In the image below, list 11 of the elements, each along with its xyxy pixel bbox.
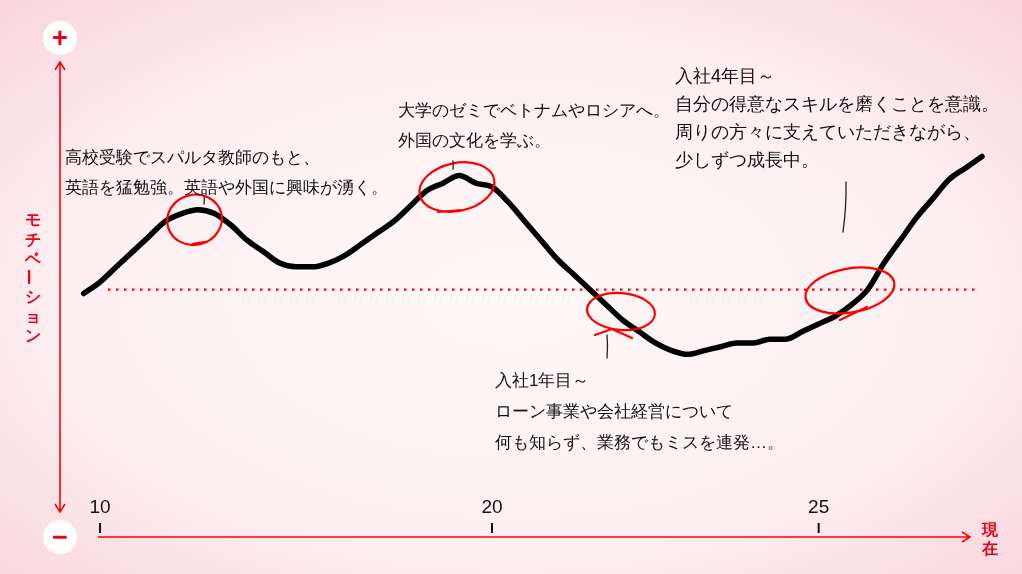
annotation: 高校受験でスパルタ教師のもと、英語を猛勉強。英語や外国に興味が湧く。 [65,148,388,197]
y-axis-title: モチベーション [20,211,42,345]
text: 大学のゼミでベトナムやロシアへ。外国の文化を学ぶ。 [398,101,670,149]
text: − [52,522,68,552]
text: + [52,23,68,53]
x-tick-label: 10 [89,496,111,517]
x-tick-label: 25 [808,496,830,517]
annotation: 入社1年目～ローン事業や会社経営について何も知らず、業務でもミスを連発…。 [495,371,784,452]
x-axis-title: 現在 [981,520,999,557]
annotation: 入社4年目～自分の得意なスキルを磨くことを意識。周りの方々に支えていただきながら、少しずつ成長中。 [675,66,999,170]
x-tick-label: 20 [481,496,503,517]
